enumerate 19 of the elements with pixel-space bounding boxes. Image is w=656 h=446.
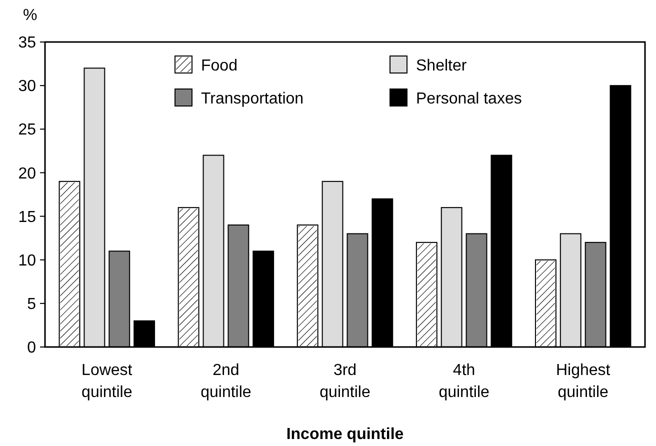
legend-label: Personal taxes [416, 90, 522, 108]
y-tick-label: 25 [18, 122, 36, 139]
x-tick-label: 3rd quintile [320, 362, 370, 401]
x-tick-label: 2nd quintile [200, 362, 252, 401]
x-tick-label: 4th quintile [438, 362, 490, 401]
y-axis-title: % [23, 7, 38, 24]
legend-label: Shelter [416, 58, 468, 75]
y-tick-label: 0 [27, 340, 36, 357]
x-tick-label: Highest quintile [556, 362, 611, 401]
y-tick-label: 10 [18, 252, 36, 270]
x-tick-label: Lowest quintile [82, 362, 133, 401]
y-tick-label: 35 [18, 34, 36, 52]
y-tick-label: 15 [18, 208, 36, 226]
y-tick-label: 5 [27, 296, 36, 314]
x-axis-title: Income quintile [286, 426, 404, 443]
y-tick-label: 20 [18, 165, 36, 182]
legend-label: Transportation [201, 90, 304, 108]
y-tick-label: 30 [18, 78, 36, 96]
legend-label: Food [201, 58, 238, 75]
